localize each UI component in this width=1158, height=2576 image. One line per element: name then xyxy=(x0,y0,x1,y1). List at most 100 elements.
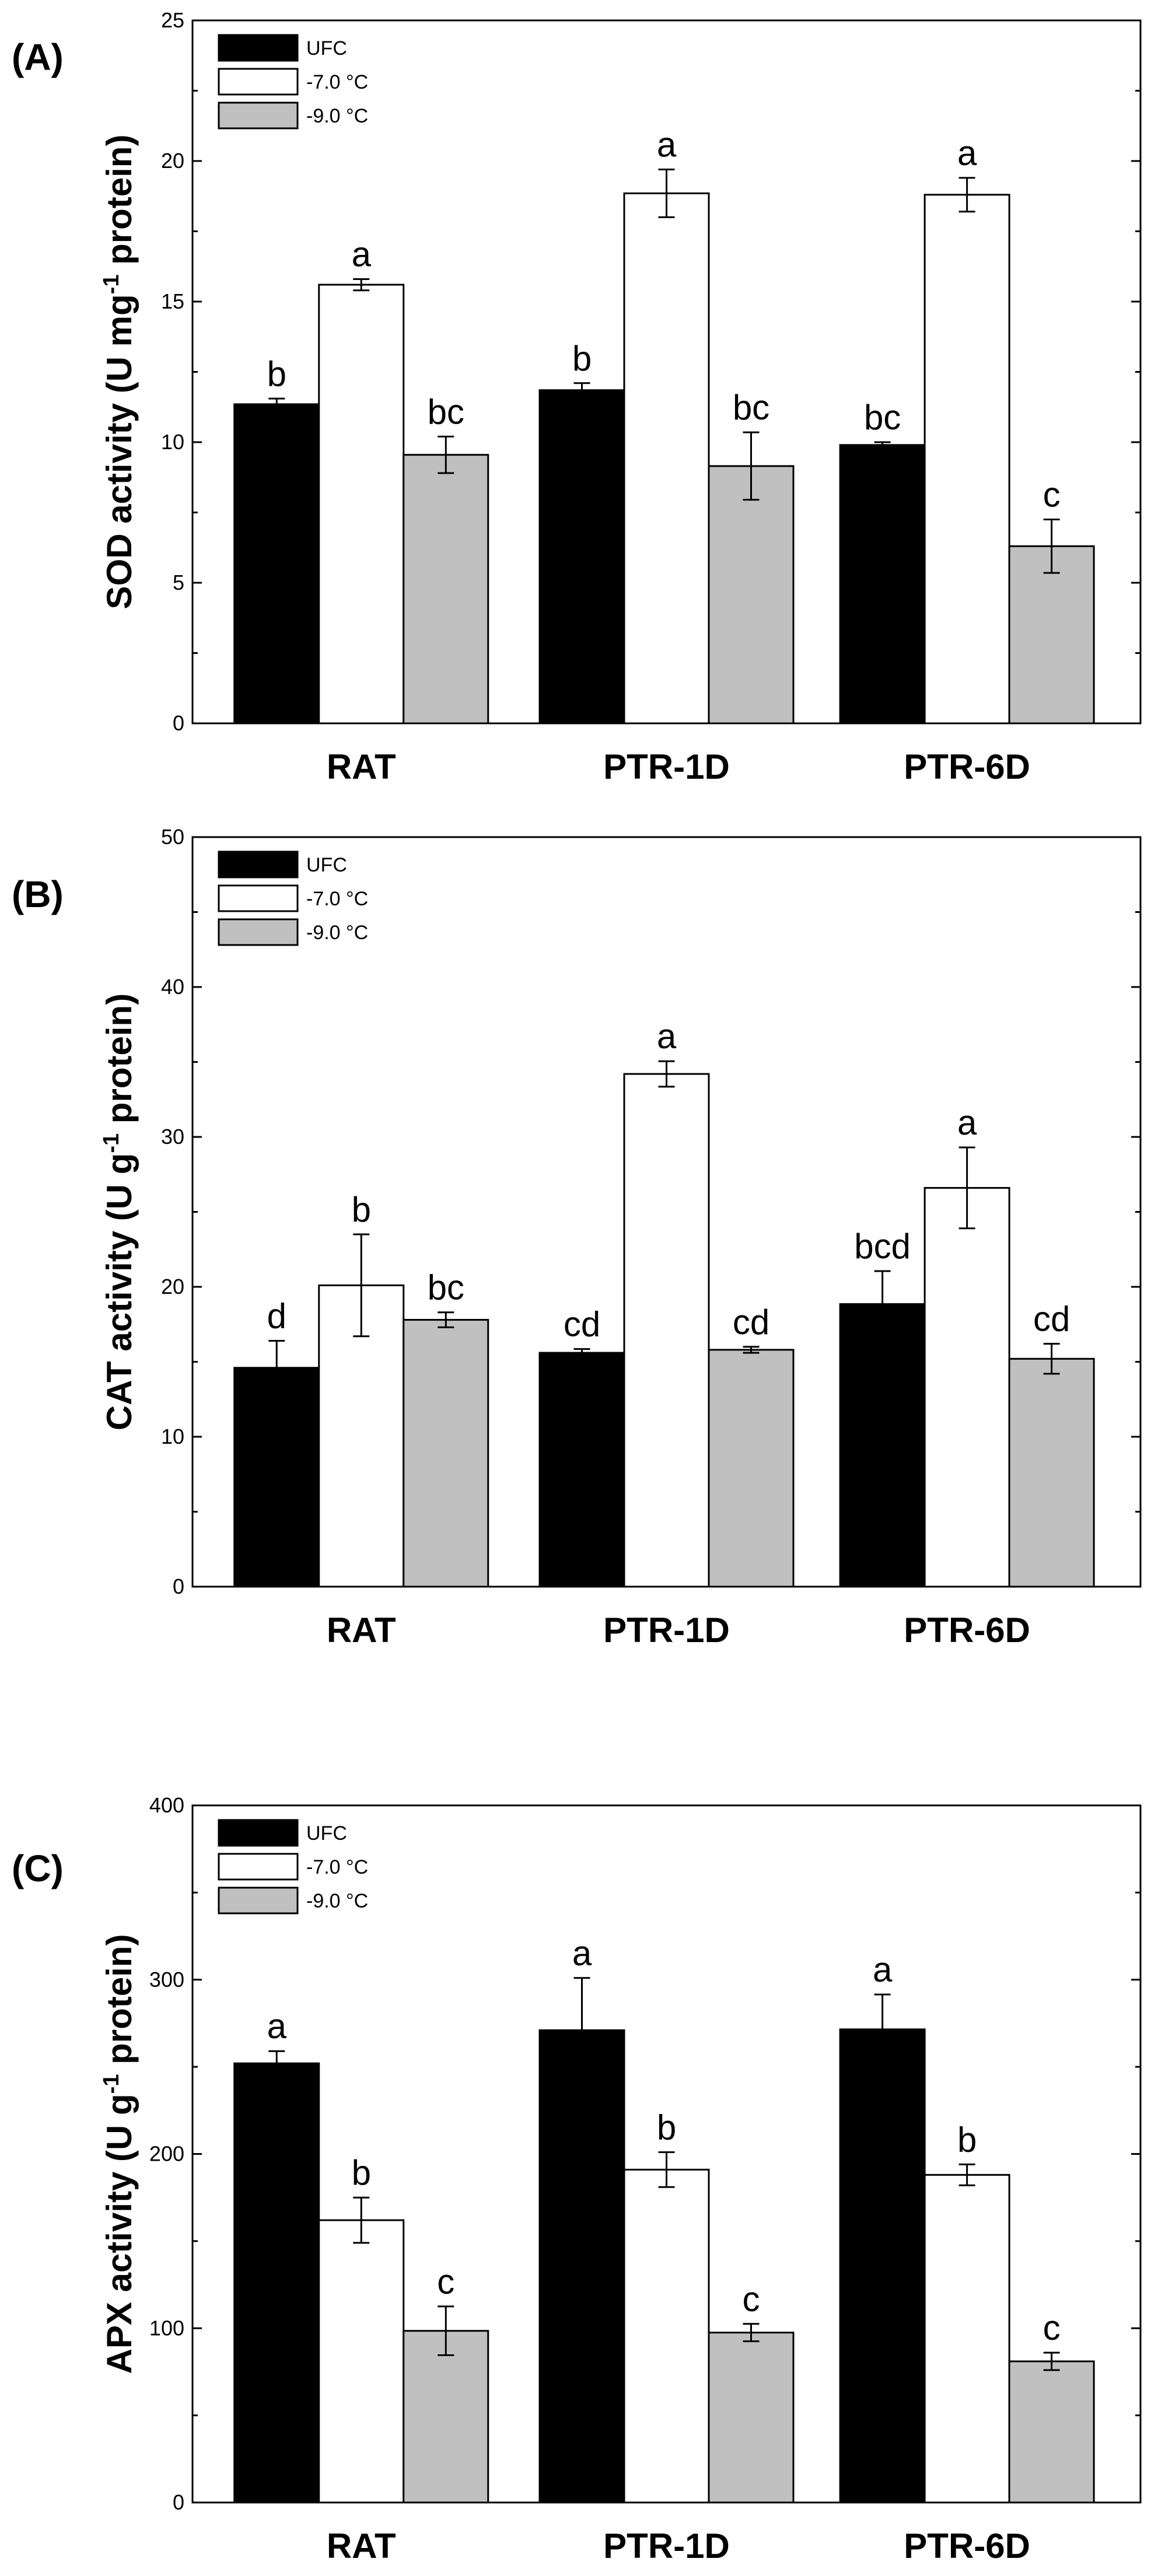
bar-rat-series-0 xyxy=(233,403,320,724)
y-tick-label: 25 xyxy=(161,8,184,32)
significance-letter: a xyxy=(657,125,677,164)
significance-letter: b xyxy=(657,2108,676,2147)
y-tick-label: 100 xyxy=(149,2316,184,2340)
significance-letter: b xyxy=(957,2120,977,2159)
significance-letter: b xyxy=(267,354,286,393)
x-tick-label: PTR-6D xyxy=(904,747,1030,786)
bar-ptr-6d-series-1 xyxy=(923,2174,1010,2504)
y-axis-label-main: SOD activity (U mg xyxy=(100,294,139,609)
bar-rat-series-2 xyxy=(403,454,489,724)
bar-ptr-6d-series-1 xyxy=(923,194,1010,724)
bar-ptr-1d-series-0 xyxy=(538,2029,625,2504)
significance-letter: bc xyxy=(428,1268,464,1307)
y-tick-label: 30 xyxy=(161,1125,184,1149)
legend: UFC -7.0 °C -9.0 °C xyxy=(218,34,368,130)
legend-swatch xyxy=(218,1853,299,1881)
legend-label: -9.0 °C xyxy=(306,105,368,127)
y-axis-label-tail: protein) xyxy=(100,993,139,1133)
legend-swatch xyxy=(218,34,299,62)
bar-ptr-6d-series-0 xyxy=(839,1303,926,1588)
y-tick-label: 0 xyxy=(173,1574,184,1598)
significance-letter: b xyxy=(352,2153,371,2192)
y-axis-label-main: APX activity (U g xyxy=(100,2094,139,2374)
bar-ptr-1d-series-1 xyxy=(623,2168,710,2504)
bar-ptr-1d-series-2 xyxy=(708,2332,795,2504)
bar-ptr-1d-series-1 xyxy=(623,192,710,724)
legend-swatch xyxy=(218,1819,299,1847)
legend-swatch xyxy=(218,884,299,912)
significance-letter: c xyxy=(1043,2308,1061,2347)
y-tick-label: 10 xyxy=(161,430,184,454)
significance-letter: bc xyxy=(864,398,901,437)
y-axis-label-superscript: -1 xyxy=(99,1133,124,1153)
significance-letter: a xyxy=(873,1950,893,1989)
legend: UFC -7.0 °C -9.0 °C xyxy=(218,1819,368,1915)
y-tick-label: 0 xyxy=(173,2490,184,2514)
legend-label: UFC xyxy=(306,1822,347,1845)
x-tick-label: PTR-1D xyxy=(603,1611,730,1650)
y-tick-label: 0 xyxy=(173,711,184,735)
bar-ptr-6d-series-2 xyxy=(1008,1357,1095,1588)
bar-ptr-6d-series-1 xyxy=(923,1186,1010,1588)
panel-label: (A) xyxy=(12,36,64,78)
y-tick-label: 200 xyxy=(149,2142,184,2166)
chart-panel-1: (B) CAT activity (U g-1 protein) 0 10 20 30 40… xyxy=(12,825,1142,1650)
legend-label: -9.0 °C xyxy=(306,1890,368,1912)
significance-letter: a xyxy=(352,235,372,274)
x-tick-label: RAT xyxy=(327,1611,396,1650)
legend-label: UFC xyxy=(306,37,347,60)
plot-frame xyxy=(191,1804,1142,2504)
legend-swatch xyxy=(218,68,299,96)
legend-label: -7.0 °C xyxy=(306,71,368,93)
chart-panel-0: (A) SOD activity (U mg-1 protein) 0 5 10 15 20… xyxy=(12,8,1142,786)
x-tick-label: RAT xyxy=(327,747,396,786)
bar-rat-series-1 xyxy=(318,284,405,724)
bar-ptr-6d-series-2 xyxy=(1008,545,1095,724)
bar-rat-series-0 xyxy=(233,2062,320,2504)
legend-swatch xyxy=(218,850,299,878)
bar-ptr-1d-series-2 xyxy=(708,465,795,724)
x-tick-label: PTR-1D xyxy=(603,2526,730,2566)
plot-frame xyxy=(191,19,1142,724)
x-tick-label: RAT xyxy=(327,2526,396,2566)
significance-letter: a xyxy=(657,1017,677,1056)
significance-letter: bc xyxy=(428,392,464,431)
bar-rat-series-2 xyxy=(403,1319,489,1588)
legend-label: UFC xyxy=(306,854,347,876)
bar-ptr-1d-series-0 xyxy=(538,389,625,724)
bar-ptr-1d-series-2 xyxy=(708,1349,795,1588)
y-tick-label: 10 xyxy=(161,1424,184,1448)
bar-ptr-1d-series-0 xyxy=(538,1352,625,1588)
plot-frame xyxy=(191,836,1142,1588)
bar-rat-series-1 xyxy=(318,2219,405,2504)
y-tick-label: 20 xyxy=(161,1275,184,1298)
y-tick-label: 400 xyxy=(149,1793,184,1817)
significance-letter: d xyxy=(267,1297,286,1336)
significance-letter: a xyxy=(957,1103,977,1142)
x-tick-label: PTR-6D xyxy=(904,1611,1030,1650)
chart-panel-2: (C) APX activity (U g-1 protein) 0 100 200 30… xyxy=(12,1793,1142,2566)
y-tick-label: 50 xyxy=(161,825,184,849)
legend-swatch xyxy=(218,918,299,946)
panel-label: (C) xyxy=(12,1847,64,1889)
bar-rat-series-0 xyxy=(233,1367,320,1588)
bar-ptr-1d-series-1 xyxy=(623,1073,710,1588)
bar-rat-series-2 xyxy=(403,2330,489,2504)
y-axis-label: APX activity (U g-1 protein) xyxy=(99,1934,139,2374)
significance-letter: cd xyxy=(1033,1300,1070,1339)
significance-letter: cd xyxy=(733,1303,769,1342)
bar-ptr-6d-series-0 xyxy=(839,444,926,724)
bar-ptr-6d-series-2 xyxy=(1008,2360,1095,2504)
y-axis-label-superscript: -1 xyxy=(99,275,124,295)
x-tick-label: PTR-1D xyxy=(603,747,730,786)
legend-label: -7.0 °C xyxy=(306,888,368,910)
y-tick-label: 40 xyxy=(161,975,184,999)
y-tick-label: 5 xyxy=(173,570,184,594)
significance-letter: c xyxy=(437,2262,454,2301)
significance-letter: b xyxy=(572,339,592,378)
bar-ptr-6d-series-0 xyxy=(839,2028,926,2504)
y-tick-label: 15 xyxy=(161,289,184,313)
significance-letter: b xyxy=(352,1190,371,1229)
